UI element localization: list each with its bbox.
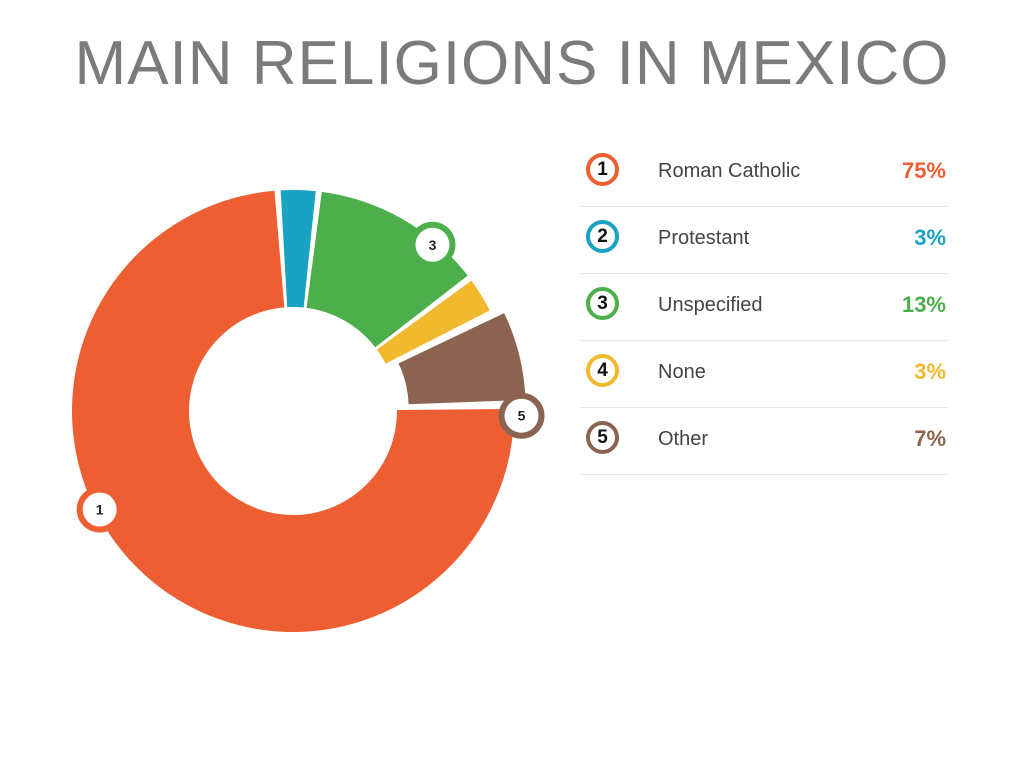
legend-value-other: 7%	[914, 426, 946, 451]
legend-value-none: 3%	[914, 359, 946, 384]
legend-item-protestant: 2 Protestant 3%	[580, 207, 948, 274]
callout-1: 1	[76, 486, 123, 533]
callout-bubble-1	[82, 492, 117, 527]
legend-badge-5: 5	[586, 421, 619, 454]
legend-value-unspecified: 13%	[901, 292, 946, 317]
legend-value-protestant: 3%	[914, 225, 946, 250]
legend-label-none: None	[658, 361, 706, 383]
chart-title: MAIN RELIGIONS IN MEXICO	[74, 29, 950, 98]
callout-bubble-3	[415, 227, 450, 262]
slice-other	[398, 313, 526, 405]
callout-3: 3	[409, 221, 456, 268]
slice-protestant	[280, 190, 316, 308]
callout-label-3: 3	[429, 237, 437, 253]
legend-item-other: 5 Other 7%	[580, 408, 948, 475]
legend: 1 Roman Catholic 75% 2 Protestant 3% 3 U…	[580, 140, 948, 475]
callout-label-1: 1	[96, 502, 104, 518]
callout-5: 5	[498, 392, 545, 439]
legend-label-other: Other	[658, 428, 709, 450]
slice-none	[376, 280, 490, 364]
slice-callouts: 3 5 1	[76, 221, 545, 533]
donut-slices	[71, 190, 526, 633]
legend-item-roman-catholic: 1 Roman Catholic 75%	[580, 140, 948, 207]
legend-item-none: 4 None 3%	[580, 341, 948, 408]
legend-item-unspecified: 3 Unspecified 13%	[580, 274, 948, 341]
legend-badge-3: 3	[586, 287, 619, 320]
legend-badge-1: 1	[586, 153, 619, 186]
slice-unspecified	[306, 191, 468, 348]
slice-roman-catholic	[71, 190, 514, 633]
legend-label-unspecified: Unspecified	[658, 294, 763, 316]
callout-label-5: 5	[518, 408, 526, 424]
callout-bubble-5	[504, 398, 539, 433]
legend-label-roman-catholic: Roman Catholic	[658, 160, 801, 182]
legend-badge-4: 4	[586, 354, 619, 387]
legend-badge-2: 2	[586, 220, 619, 253]
legend-value-roman-catholic: 75%	[901, 158, 946, 183]
legend-label-protestant: Protestant	[658, 227, 750, 249]
